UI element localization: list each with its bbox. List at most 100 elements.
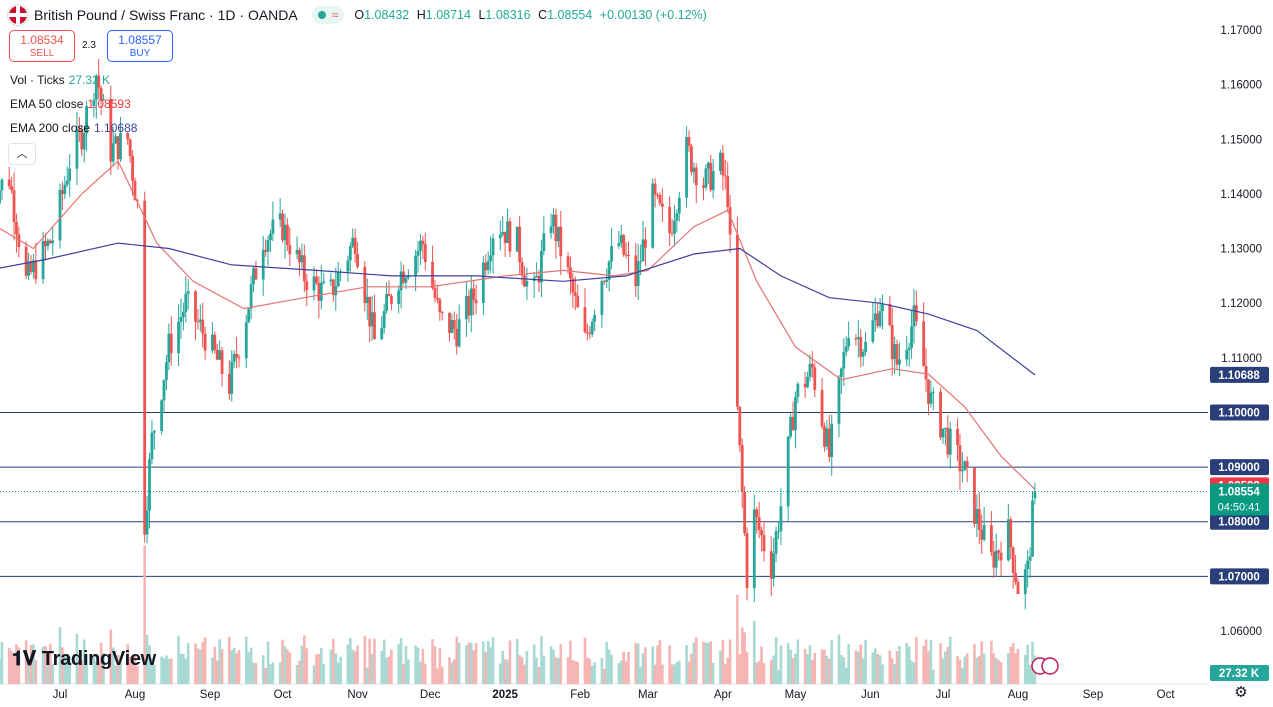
candle-body bbox=[752, 509, 756, 589]
candle-body bbox=[150, 432, 154, 460]
volume-bar bbox=[114, 665, 117, 684]
legend-ema200[interactable]: EMA 200 close 1.10688 bbox=[10, 121, 137, 135]
collapse-legend-button[interactable]: ︿ bbox=[8, 143, 36, 165]
level-label-box bbox=[1210, 404, 1269, 421]
volume-bar bbox=[794, 653, 797, 684]
legend-volume[interactable]: Vol · Ticks 27.32 K bbox=[10, 73, 110, 87]
ohlc-low-key: L bbox=[478, 8, 486, 22]
candle-body bbox=[1011, 547, 1015, 573]
candle-body bbox=[198, 319, 202, 322]
candle-body bbox=[927, 379, 930, 404]
volume-bar bbox=[46, 660, 50, 684]
candle-body bbox=[286, 224, 289, 245]
volume-bar bbox=[1007, 653, 1010, 684]
candle-body bbox=[162, 379, 166, 401]
volume-bar bbox=[569, 640, 572, 684]
volume-bar bbox=[440, 666, 444, 684]
volume-bar bbox=[165, 655, 168, 684]
candle-body bbox=[77, 129, 81, 132]
candle-body bbox=[109, 98, 113, 162]
volume-bar bbox=[44, 646, 47, 684]
candle-body bbox=[806, 376, 809, 388]
volume-bar bbox=[254, 663, 258, 684]
candle-body bbox=[269, 233, 272, 240]
candle-body bbox=[215, 349, 219, 360]
x-month-label: Apr bbox=[714, 689, 732, 701]
gear-icon[interactable]: ⚙ bbox=[1234, 684, 1248, 701]
volume-bar bbox=[721, 639, 725, 684]
volume-bar bbox=[162, 657, 166, 684]
volume-bar bbox=[685, 645, 688, 684]
volume-bar bbox=[873, 648, 877, 684]
volume-bar bbox=[283, 646, 287, 684]
candle-body bbox=[830, 423, 834, 457]
candle-body bbox=[211, 334, 214, 351]
candle-body bbox=[300, 255, 304, 263]
ema200-line bbox=[0, 242, 1036, 376]
volume-bar bbox=[823, 649, 826, 684]
volume-bar bbox=[24, 640, 28, 684]
legend-ema50[interactable]: EMA 50 close 1.08593 bbox=[10, 97, 131, 111]
volume-bar bbox=[636, 643, 640, 684]
legend-volume-value: 27.32 K bbox=[68, 73, 111, 87]
buy-price: 1.08557 bbox=[118, 33, 162, 47]
candle-body bbox=[839, 368, 843, 377]
candle-body bbox=[559, 226, 563, 257]
sell-button[interactable]: 1.08534 SELL bbox=[9, 30, 75, 62]
symbol-title[interactable]: British Pound / Swiss Franc · 1D · OANDA bbox=[34, 7, 298, 23]
candle-body bbox=[914, 305, 918, 322]
candle-body bbox=[281, 213, 284, 241]
candle-body bbox=[114, 136, 118, 144]
level-label-box bbox=[1210, 459, 1269, 476]
candle-body bbox=[956, 428, 959, 446]
candle-body bbox=[515, 226, 519, 252]
candle-body bbox=[963, 461, 967, 471]
candle-body bbox=[450, 320, 454, 333]
candle-body bbox=[973, 467, 976, 524]
candle-body bbox=[196, 321, 200, 323]
volume-bar bbox=[247, 652, 250, 684]
volume-bar bbox=[433, 646, 437, 684]
candle-body bbox=[898, 359, 901, 365]
candle-body bbox=[414, 255, 418, 276]
volume-bar bbox=[484, 652, 488, 684]
volume-bar bbox=[990, 640, 993, 684]
volume-bar bbox=[368, 638, 371, 684]
volume-bar bbox=[745, 651, 749, 684]
volume-bar bbox=[922, 645, 925, 684]
volume-bar bbox=[380, 651, 384, 684]
volume-bar bbox=[924, 639, 928, 684]
volume-bar bbox=[811, 660, 814, 684]
candle-body bbox=[644, 239, 647, 248]
volume-bar bbox=[288, 652, 292, 684]
candle-body bbox=[27, 261, 30, 276]
candle-body bbox=[48, 240, 52, 244]
candle-body bbox=[373, 312, 376, 340]
volume-bar bbox=[607, 649, 611, 684]
candle-body bbox=[837, 376, 841, 424]
volume-bar bbox=[1026, 644, 1029, 684]
buy-button[interactable]: 1.08557 BUY bbox=[107, 30, 173, 62]
y-tick-label: 1.12000 bbox=[1220, 298, 1262, 310]
volume-bar bbox=[588, 658, 592, 684]
candle-body bbox=[912, 305, 916, 327]
volume-bar bbox=[15, 644, 18, 684]
candle-body bbox=[958, 445, 962, 472]
candle-body bbox=[356, 254, 359, 267]
candle-body bbox=[980, 529, 984, 540]
volume-bar bbox=[740, 627, 744, 684]
candle-body bbox=[368, 296, 372, 327]
volume-bar bbox=[332, 638, 335, 684]
volume-bar bbox=[249, 647, 253, 684]
market-status-pill[interactable]: ≈ bbox=[311, 6, 345, 24]
volume-bar bbox=[726, 657, 729, 684]
volume-bar bbox=[266, 641, 270, 684]
candle-body bbox=[416, 250, 420, 256]
candle-body bbox=[992, 552, 996, 568]
volume-bar bbox=[75, 633, 79, 684]
candle-body bbox=[404, 277, 408, 283]
candle-body bbox=[859, 337, 863, 357]
volume-bar bbox=[7, 647, 11, 684]
candle-body bbox=[1009, 519, 1013, 548]
